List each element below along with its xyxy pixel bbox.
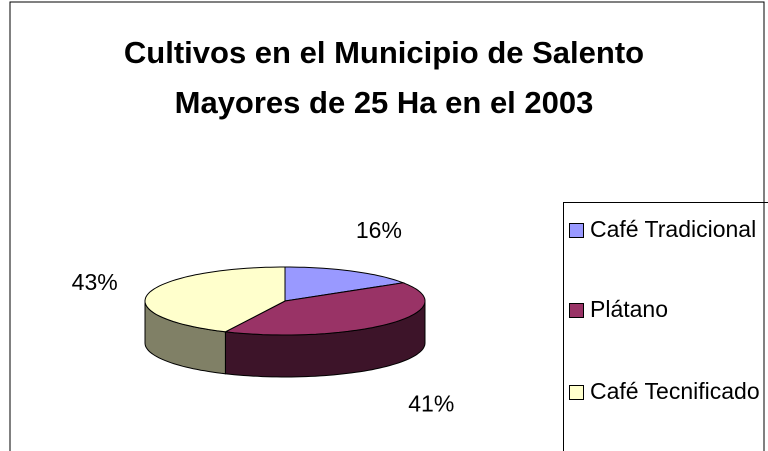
data-label: 41% — [408, 390, 454, 416]
legend-label: Café Tradicional — [590, 216, 757, 242]
slice — [144, 266, 286, 333]
legend-item: Plátano — [569, 293, 765, 326]
legend-label: Café Tecnificado — [590, 378, 760, 404]
data-label: 16% — [356, 217, 402, 243]
legend-item: Café Tradicional — [569, 213, 765, 246]
chart-border — [9, 1, 765, 451]
legend-item: Café Tecnificado — [569, 375, 765, 408]
chart-title: Cultivos en el Municipio de Salento Mayo… — [123, 35, 645, 120]
slice — [223, 282, 426, 336]
data-label: 43% — [72, 269, 118, 295]
legend-label: Plátano — [590, 296, 669, 322]
slice — [284, 266, 406, 302]
legend: Café Tradicional Plátano Café Tecnificado — [563, 202, 768, 451]
legend-swatch — [569, 223, 584, 238]
legend-swatch — [569, 303, 584, 318]
legend-swatch — [569, 385, 584, 400]
